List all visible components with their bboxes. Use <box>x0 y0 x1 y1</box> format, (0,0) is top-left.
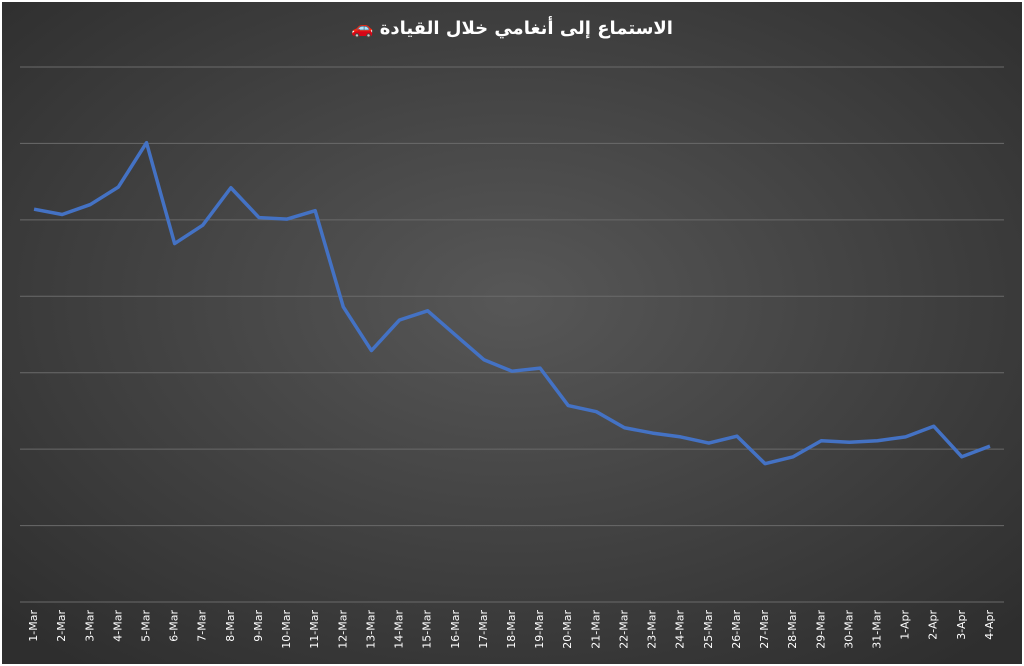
x-tick-label: 25-Mar <box>702 610 715 649</box>
x-tick-label: 7-Mar <box>196 610 209 642</box>
x-tick-label: 10-Mar <box>280 610 293 649</box>
x-tick-label: 30-Mar <box>842 610 855 649</box>
x-tick-label: 3-Mar <box>83 610 96 642</box>
line <box>33 140 991 466</box>
x-tick-label: 28-Mar <box>786 610 799 649</box>
x-tick-label: 22-Mar <box>617 610 630 649</box>
x-tick-label: 3-Apr <box>955 610 968 640</box>
x-tick-label: 1-Mar <box>27 610 40 642</box>
x-tick-label: 14-Mar <box>393 610 406 649</box>
x-tick-label: 23-Mar <box>646 610 659 649</box>
x-tick-label: 21-Mar <box>589 610 602 649</box>
x-tick-label: 18-Mar <box>505 610 518 649</box>
x-tick-label: 17-Mar <box>477 610 490 649</box>
x-tick-label: 19-Mar <box>533 610 546 649</box>
x-tick-label: 4-Apr <box>983 610 996 640</box>
x-tick-label: 16-Mar <box>449 610 462 649</box>
chart-title: 🚗 الاستماع إلى أنغامي خلال القيادة <box>351 16 673 39</box>
x-tick-label: 15-Mar <box>421 610 434 649</box>
x-tick-label: 12-Mar <box>336 610 349 649</box>
x-tick-label: 2-Apr <box>927 610 940 640</box>
x-tick-label: 20-Mar <box>561 610 574 649</box>
x-tick-label: 4-Mar <box>111 610 124 642</box>
x-tick-label: 11-Mar <box>308 610 321 649</box>
x-tick-label: 13-Mar <box>364 610 377 649</box>
x-tick-label: 26-Mar <box>730 610 743 649</box>
x-tick-label: 8-Mar <box>224 610 237 642</box>
x-tick-label: 1-Apr <box>899 610 912 640</box>
x-tick-label: 31-Mar <box>870 610 883 649</box>
x-tick-label: 27-Mar <box>758 610 771 649</box>
x-tick-label: 2-Mar <box>55 610 68 642</box>
x-tick-label: 6-Mar <box>168 610 181 642</box>
x-tick-label: 29-Mar <box>814 610 827 649</box>
x-tick-label: 5-Mar <box>140 610 153 642</box>
x-tick-label: 9-Mar <box>252 610 265 642</box>
x-tick-label: 24-Mar <box>674 610 687 649</box>
